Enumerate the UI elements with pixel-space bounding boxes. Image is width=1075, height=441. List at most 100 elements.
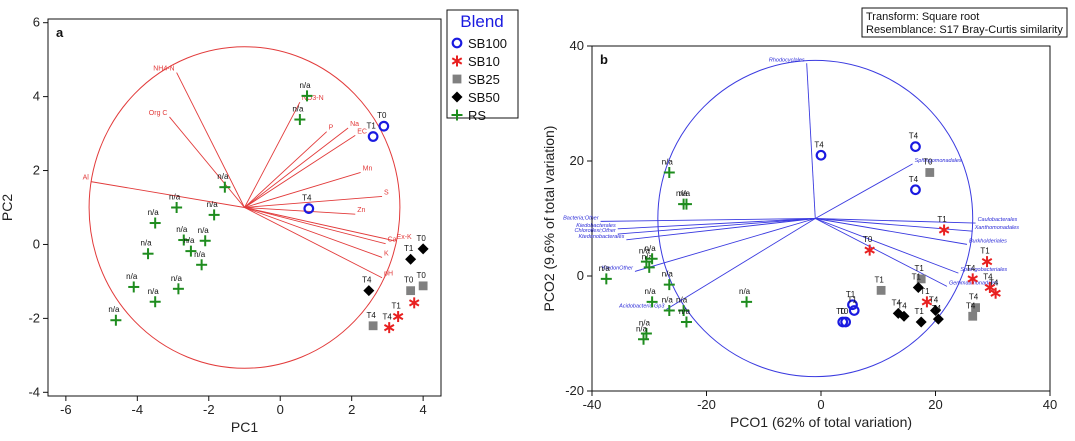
vector-line xyxy=(600,218,816,222)
point-label: n/a xyxy=(171,274,183,283)
marker-RS xyxy=(741,296,753,308)
marker-SB10 xyxy=(981,256,993,268)
point-label: T4 xyxy=(897,301,907,310)
vector-label: NH4-N xyxy=(153,66,174,73)
info-box-frame xyxy=(861,7,1068,38)
marker-RS xyxy=(149,217,161,229)
x-tick-label: 2 xyxy=(348,402,355,417)
point-label: n/a xyxy=(140,239,152,248)
y-tick-label: 6 xyxy=(33,15,40,30)
vector-line xyxy=(666,218,816,310)
marker-SB50 xyxy=(932,313,944,325)
vector-label: Na xyxy=(350,121,359,128)
point-label: n/a xyxy=(108,305,120,314)
point-label: T4 xyxy=(966,264,976,273)
panel-letter: a xyxy=(56,25,64,40)
point-label: n/a xyxy=(642,252,654,261)
vector-label: Org C xyxy=(149,110,168,117)
point-label: T4 xyxy=(929,296,939,305)
point-label: n/a xyxy=(176,225,188,234)
correlation-circle xyxy=(657,59,974,378)
marker-RS xyxy=(646,296,658,308)
marker-SB100 xyxy=(451,37,463,49)
x-tick-label: 0 xyxy=(817,397,824,412)
vector-line xyxy=(634,218,816,272)
marker-SB50 xyxy=(898,310,910,322)
vector-line xyxy=(806,63,816,219)
marker-RS xyxy=(199,235,211,247)
marker-SB10 xyxy=(990,287,1001,299)
point-label: n/a xyxy=(207,200,219,209)
point-label: T1 xyxy=(366,122,376,131)
vector-line xyxy=(617,218,816,235)
point-label: n/a xyxy=(676,296,688,305)
y-tick-label: -20 xyxy=(565,383,584,398)
vector-label: Ktedonobacterales xyxy=(578,234,624,240)
marker-SB100 xyxy=(815,149,827,161)
x-axis-title: PCO1 (62% of total variation) xyxy=(730,414,912,430)
point-label: T1 xyxy=(980,247,990,256)
marker-SB50 xyxy=(417,243,429,255)
vector-line xyxy=(244,101,301,208)
marker-RS xyxy=(219,181,231,193)
marker-RS xyxy=(172,283,184,295)
marker-SB100 xyxy=(367,131,379,142)
point-label: T4 xyxy=(814,140,824,149)
marker-SB10 xyxy=(984,282,996,293)
marker-SB25 xyxy=(916,274,926,284)
info-box: Transform: Square root Resemblance: S17 … xyxy=(861,7,1068,38)
marker-RS xyxy=(640,328,652,339)
vector-line xyxy=(169,116,245,208)
y-tick-label: -4 xyxy=(28,384,40,399)
x-tick-label: -40 xyxy=(583,397,602,412)
point-label: n/a xyxy=(679,307,691,316)
point-label: n/a xyxy=(662,270,674,279)
vector-line xyxy=(244,195,383,208)
x-tick-label: 20 xyxy=(928,397,942,412)
marker-RS xyxy=(680,198,692,210)
vector-label: EC xyxy=(357,128,367,135)
marker-SB50 xyxy=(930,305,941,316)
legend-label: SB10 xyxy=(468,54,500,69)
point-label: T4 xyxy=(969,293,979,302)
point-label: T4 xyxy=(932,304,942,313)
vector-label: K xyxy=(384,250,389,257)
marker-SB10 xyxy=(921,296,933,308)
vector-label: S xyxy=(384,189,389,196)
y-tick-label: 20 xyxy=(570,153,584,168)
vector-label: P xyxy=(329,125,334,132)
point-label: n/a xyxy=(148,208,160,217)
legend-title: Blend xyxy=(460,12,503,31)
point-label: n/a xyxy=(599,264,611,273)
point-label: T1 xyxy=(846,290,856,299)
marker-RS xyxy=(208,209,220,221)
marker-SB10 xyxy=(967,273,978,285)
marker-SB50 xyxy=(912,282,924,293)
marker-SB10 xyxy=(392,311,404,323)
vector-label: Rhodocyclales xyxy=(769,57,805,63)
vector-label: Al xyxy=(83,175,90,182)
marker-RS xyxy=(178,234,190,246)
marker-RS xyxy=(663,305,675,316)
point-label: n/a xyxy=(662,296,674,305)
point-label: T0 xyxy=(377,111,387,120)
point-label: n/a xyxy=(645,287,657,296)
vector-line xyxy=(244,207,356,215)
x-tick-label: -4 xyxy=(132,402,144,417)
point-label: n/a xyxy=(299,81,311,90)
y-tick-label: 40 xyxy=(570,38,584,53)
point-label: T4 xyxy=(909,175,919,184)
vector-line xyxy=(244,207,383,279)
marker-SB100 xyxy=(847,299,858,311)
point-label: T0 xyxy=(404,276,414,285)
marker-SB100 xyxy=(848,305,860,316)
marker-RS xyxy=(185,245,197,257)
correlation-circle xyxy=(88,46,401,369)
vector-line xyxy=(244,127,349,208)
marker-SB50 xyxy=(405,253,417,265)
point-label: T4 xyxy=(966,301,976,310)
marker-SB25 xyxy=(452,74,462,84)
